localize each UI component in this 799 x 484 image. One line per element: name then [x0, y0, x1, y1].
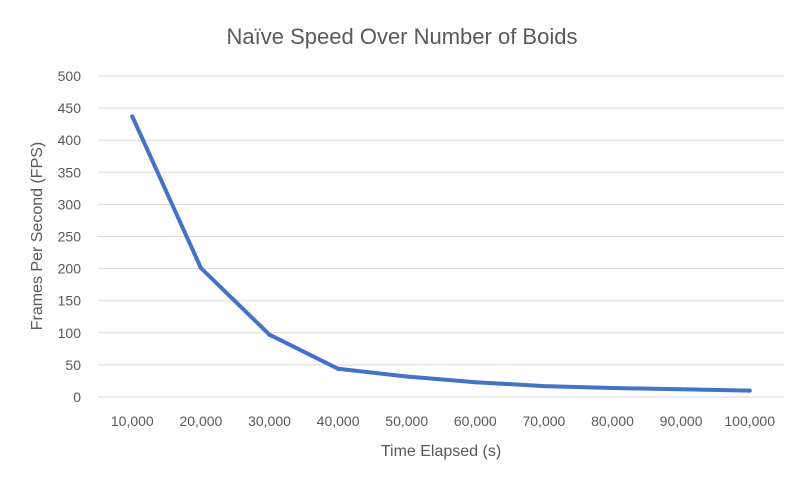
y-tick-label: 300 [58, 196, 82, 212]
series-layer [130, 114, 752, 393]
x-tick-label: 70,000 [522, 413, 565, 429]
y-tick-label: 200 [58, 261, 82, 277]
y-tick-label: 250 [58, 229, 82, 245]
y-axis-title: Frames Per Second (FPS) [29, 142, 46, 331]
data-point [404, 374, 409, 379]
data-point [336, 366, 341, 371]
x-tick-label: 20,000 [179, 413, 222, 429]
y-tick-label: 50 [65, 357, 81, 373]
gridlines [98, 75, 784, 398]
x-tick-label: 60,000 [454, 413, 497, 429]
x-tick-label: 90,000 [660, 413, 703, 429]
x-tick-label: 80,000 [591, 413, 634, 429]
data-point [198, 265, 203, 270]
y-tick-label: 100 [58, 325, 82, 341]
y-tick-label: 400 [58, 132, 82, 148]
x-tick-label: 30,000 [248, 413, 291, 429]
series-line-0 [130, 114, 752, 393]
data-point [541, 384, 546, 389]
data-point [679, 387, 684, 392]
y-tick-label: 150 [58, 293, 82, 309]
data-point [747, 388, 752, 393]
x-tick-label: 10,000 [111, 413, 154, 429]
x-axis-ticks: 10,000 20,000 30,000 40,000 50,000 60,000 70,0… [111, 413, 775, 429]
data-point [473, 380, 478, 385]
y-axis-ticks: 0 50 100 150 200 250 300 350 400 450 500 [58, 68, 82, 405]
x-tick-label: 50,000 [385, 413, 428, 429]
data-point [130, 114, 135, 119]
y-tick-label: 500 [58, 68, 82, 84]
x-axis-title: Time Elapsed (s) [381, 443, 501, 460]
chart-title: Naïve Speed Over Number of Boids [227, 24, 578, 49]
y-tick-label: 350 [58, 164, 82, 180]
x-tick-label: 40,000 [317, 413, 360, 429]
y-tick-label: 450 [58, 100, 82, 116]
x-tick-label: 100,000 [724, 413, 775, 429]
data-point [610, 386, 615, 391]
y-tick-label: 0 [73, 389, 81, 405]
data-point [267, 332, 272, 337]
